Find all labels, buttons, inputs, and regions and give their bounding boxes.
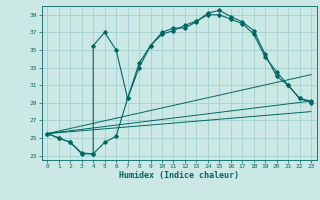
X-axis label: Humidex (Indice chaleur): Humidex (Indice chaleur) [119, 171, 239, 180]
